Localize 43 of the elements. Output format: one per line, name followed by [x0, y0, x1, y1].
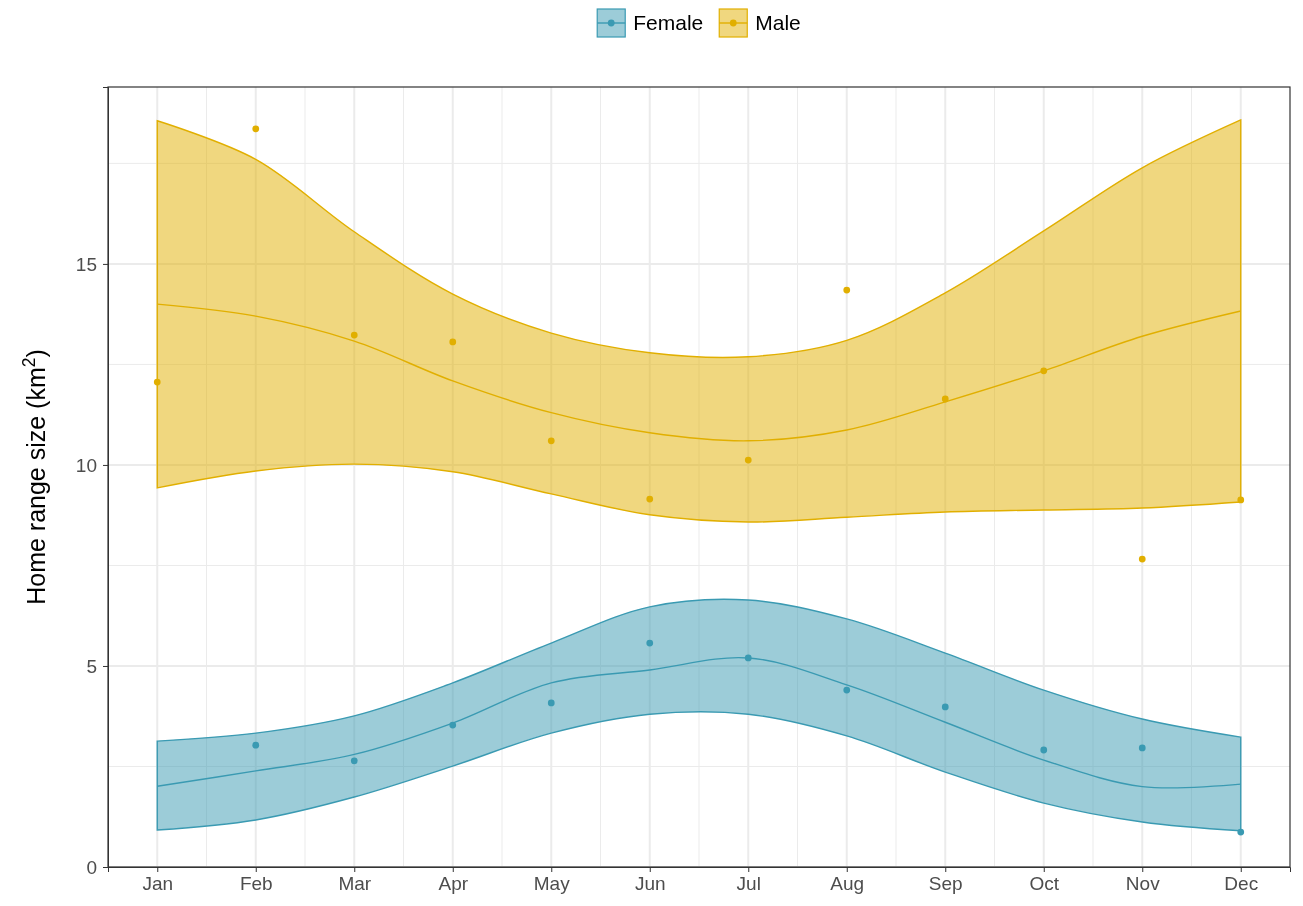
line-series — [156, 656, 1242, 789]
x-tick-label: May — [533, 873, 571, 895]
point — [153, 378, 161, 386]
point — [646, 639, 654, 647]
point — [350, 757, 358, 765]
point — [1040, 367, 1048, 375]
point — [941, 703, 949, 711]
point — [744, 456, 752, 464]
x-tick-label: Aug — [830, 873, 865, 895]
x-tick-label: Oct — [1029, 873, 1060, 895]
point — [843, 686, 851, 694]
x-tick-label: Jan — [142, 873, 174, 895]
y-tick-label: 10 — [75, 454, 97, 476]
y-tick-label: 15 — [75, 253, 97, 275]
x-tick-label: Apr — [438, 873, 469, 895]
x-tick-label: Mar — [338, 873, 372, 895]
x-tick-label: Nov — [1125, 873, 1161, 895]
point — [1237, 496, 1245, 504]
point — [350, 331, 358, 339]
legend-label: Female — [633, 11, 704, 34]
point — [449, 338, 457, 346]
x-tick-label: Jul — [736, 873, 761, 895]
point — [744, 654, 752, 662]
x-tick-label: Sep — [928, 873, 963, 895]
point — [252, 741, 260, 749]
point — [252, 125, 260, 133]
point — [1138, 744, 1146, 752]
point — [843, 286, 851, 294]
y-tick-label: 5 — [86, 655, 97, 677]
x-tick-label: Feb — [239, 873, 273, 895]
legend-label: Male — [755, 11, 801, 34]
point — [449, 721, 457, 729]
y-tick-label: 0 — [86, 856, 97, 878]
point — [547, 437, 555, 445]
point — [941, 395, 949, 403]
x-tick-label: Dec — [1224, 873, 1259, 895]
point — [547, 699, 555, 707]
point — [1138, 555, 1146, 563]
point — [1237, 828, 1245, 836]
point — [1040, 746, 1048, 754]
line-series — [156, 303, 1242, 442]
x-tick-label: Jun — [634, 873, 666, 895]
point — [646, 495, 654, 503]
